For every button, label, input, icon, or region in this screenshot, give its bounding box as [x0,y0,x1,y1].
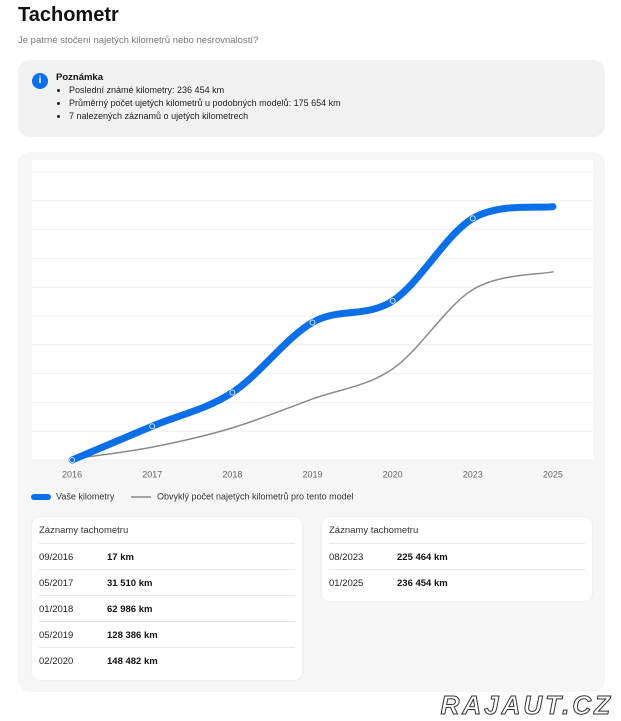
table-row: 01/2025 236 454 km [329,569,585,596]
x-tick-label: 2016 [62,469,82,479]
watermark: RAJAUT.CZ [440,690,613,721]
record-date: 05/2019 [39,630,74,641]
page-subtitle: Je patrné stočení najetých kilometrů neb… [18,35,259,46]
table-row: 08/2023 225 464 km [329,543,585,570]
page-title: Tachometr [18,4,119,26]
data-point [389,297,396,304]
record-km: 17 km [107,552,134,563]
table-row: 05/2019 128 386 km [39,621,295,648]
info-icon: i [32,73,48,89]
note-item: 7 nalezených záznamů o ujetých kilometre… [69,110,341,123]
table-row: 09/2016 17 km [39,543,295,570]
record-date: 09/2016 [39,552,74,563]
data-point [309,319,316,326]
x-tick-label: 2019 [302,469,322,479]
note-item: Poslední známé kilometry: 236 454 km [69,84,341,97]
record-date: 01/2025 [329,578,364,589]
record-km: 236 454 km [397,578,448,589]
record-km: 62 986 km [107,604,153,615]
table-title: Záznamy tachometru [329,525,419,536]
records-table: Záznamy tachometru 08/2023 225 464 km 01/20… [322,517,592,601]
x-tick-label: 2023 [463,469,483,479]
data-point [69,456,76,463]
x-tick-label: 2025 [543,469,563,479]
table-row: 02/2020 148 482 km [39,647,295,674]
data-point [469,215,476,222]
record-km: 225 464 km [397,552,448,563]
record-km: 148 482 km [107,656,158,667]
data-line [71,271,554,460]
note-box: i Poznámka Poslední známé kilometry: 236… [18,60,605,137]
record-km: 31 510 km [107,578,153,589]
record-date: 01/2018 [39,604,74,615]
chart: 2016 2017 2018 2019 2020 2023 2025 Vaše kilomet… [31,171,593,502]
table-title: Záznamy tachometru [39,525,129,536]
note-list: Poslední známé kilometry: 236 454 kmPrům… [56,84,341,123]
x-tick-label: 2017 [142,469,162,479]
x-tick-label: 2018 [222,469,242,479]
record-date: 02/2020 [39,656,74,667]
data-point [229,389,236,396]
note-title: Poznámka [56,72,103,83]
record-km: 128 386 km [107,630,158,641]
table-row: 05/2017 31 510 km [39,569,295,596]
note-item: Průměrný počet ujetých kilometrů u podob… [69,97,341,110]
x-tick-label: 2020 [383,469,403,479]
legend-label: Obvyklý počet najetých kilometrů pro ten… [157,491,354,501]
data-line [68,203,557,464]
table-row: 01/2018 62 986 km [39,595,295,622]
legend-label: Vaše kilometry [56,491,115,501]
records-table: Záznamy tachometru 09/2016 17 km 05/2017 31 … [32,517,302,680]
data-point [149,423,156,430]
record-date: 08/2023 [329,552,364,563]
record-date: 05/2017 [39,578,74,589]
